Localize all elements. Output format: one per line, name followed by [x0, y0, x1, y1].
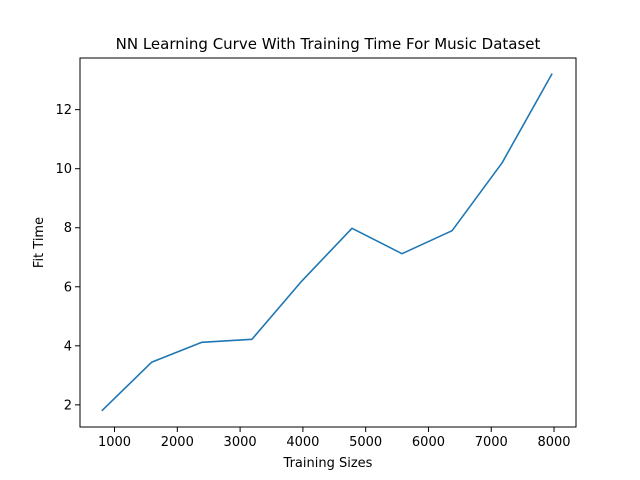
y-tick-label: 4 [64, 339, 72, 354]
series-line [101, 73, 553, 412]
x-tick-label: 5000 [349, 435, 382, 450]
y-tick-label: 6 [64, 280, 72, 295]
x-tick-label: 2000 [161, 435, 194, 450]
x-axis-label: Training Sizes [283, 456, 373, 471]
y-tick-label: 10 [55, 162, 72, 177]
x-tick-label: 8000 [537, 435, 570, 450]
y-tick-label: 12 [55, 103, 72, 118]
y-tick-label: 8 [64, 221, 72, 236]
y-axis-label: Fit Time [32, 217, 47, 268]
y-tick-label: 2 [64, 398, 72, 413]
x-tick-label: 7000 [475, 435, 508, 450]
series-layer [101, 73, 553, 412]
chart-title: NN Learning Curve With Training Time For… [116, 35, 541, 53]
x-tick-label: 1000 [98, 435, 131, 450]
x-tick-label: 4000 [286, 435, 319, 450]
x-tick-label: 3000 [224, 435, 257, 450]
y-axis: 2 4 6 8 10 12 [55, 103, 80, 413]
plot-area-frame [79, 57, 577, 428]
x-tick-label: 6000 [412, 435, 445, 450]
x-axis: 1000 2000 3000 4000 5000 6000 7000 8000 [98, 427, 571, 450]
